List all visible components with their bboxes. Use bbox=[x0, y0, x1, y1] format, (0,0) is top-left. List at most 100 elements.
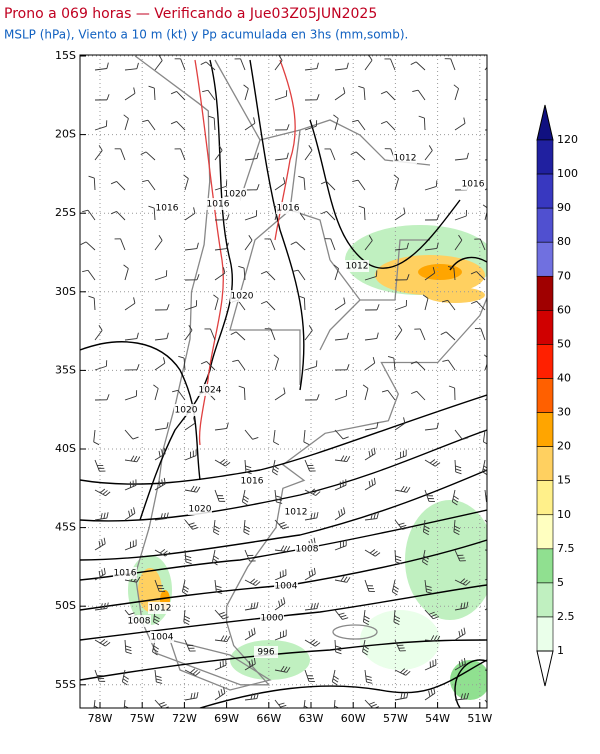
wind-barb bbox=[335, 63, 348, 70]
barb-flag bbox=[287, 124, 289, 130]
barb-flag bbox=[404, 487, 407, 492]
barb-flag bbox=[171, 121, 177, 123]
colorbar-label: 90 bbox=[557, 201, 571, 214]
wind-barb bbox=[395, 486, 410, 492]
barb-flag bbox=[336, 652, 342, 654]
barb-flag bbox=[161, 705, 167, 707]
isobar-label: 1008 bbox=[296, 545, 319, 555]
isobar-label: 1020 bbox=[189, 505, 212, 515]
barb-flag bbox=[317, 512, 318, 518]
barb-staff bbox=[418, 90, 425, 100]
barb-flag bbox=[201, 361, 207, 363]
barb-staff bbox=[88, 270, 95, 280]
barb-flag bbox=[107, 94, 109, 100]
barb-staff bbox=[125, 268, 128, 280]
barb-staff bbox=[208, 90, 215, 100]
colorbar-segment bbox=[537, 208, 553, 242]
barb-flag bbox=[334, 676, 339, 679]
wind-barb bbox=[245, 184, 259, 190]
wind-barb bbox=[365, 357, 375, 370]
barb-flag bbox=[369, 702, 375, 704]
barb-flag bbox=[406, 671, 410, 675]
lon-label: 60W bbox=[341, 712, 366, 725]
wind-barb bbox=[275, 153, 288, 160]
wind-barb bbox=[483, 460, 489, 475]
barb-flag bbox=[156, 679, 162, 681]
barb-flag bbox=[214, 532, 219, 535]
barb-flag bbox=[171, 91, 177, 93]
barb-staff bbox=[425, 151, 432, 160]
barb-flag bbox=[197, 487, 200, 492]
wind-barb bbox=[455, 430, 468, 439]
wind-barb bbox=[274, 355, 279, 370]
barb-flag bbox=[182, 592, 187, 595]
barb-staff bbox=[155, 60, 162, 70]
wind-barb bbox=[395, 300, 407, 310]
barb-flag bbox=[104, 538, 105, 544]
barb-staff bbox=[296, 242, 305, 250]
barb-staff bbox=[275, 159, 287, 160]
barb-staff bbox=[274, 430, 275, 442]
wind-barb bbox=[95, 120, 107, 130]
wind-barb bbox=[172, 390, 185, 400]
barb-flag bbox=[281, 546, 284, 551]
wind-barb bbox=[125, 540, 136, 550]
barb-flag bbox=[382, 390, 388, 392]
barb-flag bbox=[111, 181, 117, 183]
isobar-label: 1012 bbox=[285, 508, 308, 518]
colorbar-label: 50 bbox=[557, 337, 571, 350]
barb-staff bbox=[358, 180, 365, 190]
barb-flag bbox=[375, 553, 380, 557]
barb-flag bbox=[401, 693, 402, 699]
wind-barb bbox=[455, 628, 465, 640]
isobar-label: 1012 bbox=[149, 604, 172, 614]
barb-flag bbox=[159, 235, 162, 240]
barb-flag bbox=[156, 682, 162, 684]
barb-flag bbox=[394, 586, 399, 589]
barb-flag bbox=[133, 437, 139, 439]
lon-label: 51W bbox=[467, 712, 492, 725]
wind-barb bbox=[365, 333, 378, 340]
barb-staff bbox=[425, 298, 428, 310]
wind-barb bbox=[153, 385, 158, 400]
barb-flag bbox=[321, 211, 327, 213]
wind-barb bbox=[125, 297, 135, 310]
wind-barb bbox=[411, 62, 425, 70]
barb-flag bbox=[491, 545, 494, 550]
lon-label: 69W bbox=[214, 712, 239, 725]
barb-flag bbox=[281, 705, 287, 707]
wind-barb bbox=[388, 356, 395, 370]
wind-barb bbox=[475, 329, 485, 340]
colorbar-over bbox=[537, 105, 553, 140]
barb-flag bbox=[489, 55, 492, 60]
colorbar-segment bbox=[537, 140, 553, 174]
lon-label: 57W bbox=[383, 712, 408, 725]
barb-flag bbox=[124, 712, 129, 715]
wind-barb bbox=[95, 94, 109, 100]
barb-flag bbox=[131, 509, 132, 515]
barb-flag bbox=[253, 580, 258, 584]
wind-barb bbox=[414, 329, 425, 340]
barb-staff bbox=[455, 216, 466, 220]
barb-staff bbox=[245, 430, 253, 439]
barb-flag bbox=[491, 666, 494, 671]
barb-staff bbox=[275, 359, 279, 370]
barb-flag bbox=[370, 550, 375, 554]
barb-flag bbox=[137, 333, 139, 339]
barb-flag bbox=[321, 181, 327, 183]
barb-flag bbox=[201, 62, 206, 65]
wind-barb bbox=[155, 270, 167, 280]
wind-barb bbox=[335, 298, 345, 310]
barb-flag bbox=[253, 437, 259, 439]
barb-staff bbox=[448, 360, 455, 370]
barb-flag bbox=[273, 469, 278, 472]
barb-staff bbox=[155, 388, 158, 400]
barb-flag bbox=[124, 709, 129, 712]
wind-barb bbox=[261, 301, 275, 310]
barb-flag bbox=[216, 589, 222, 591]
barb-flag bbox=[492, 708, 498, 710]
barb-flag bbox=[261, 271, 267, 273]
barb-flag bbox=[191, 486, 194, 491]
barb-flag bbox=[311, 513, 312, 519]
wind-barb bbox=[335, 390, 347, 400]
